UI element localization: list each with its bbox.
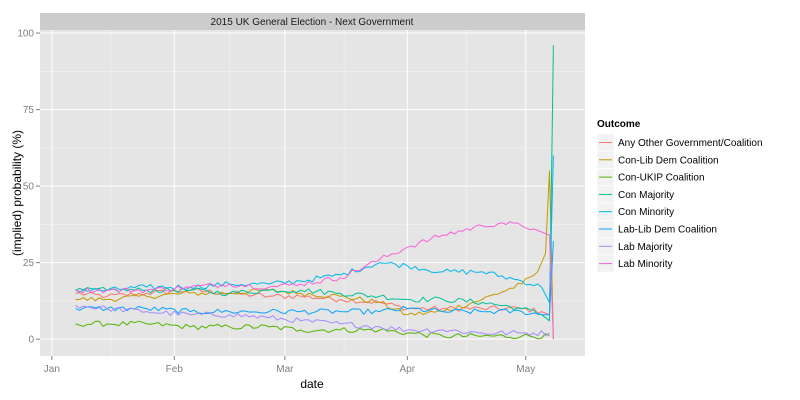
legend-title: Outcome [597,119,641,130]
y-axis: 0 25 50 75 100 [17,29,40,346]
series-line [75,241,554,316]
legend-label: Lab Majority [618,242,672,253]
major-gridlines [40,30,585,356]
y-tick-label: 75 [23,105,35,116]
series-line [75,287,550,316]
x-axis-title: date [300,377,324,391]
x-tick-label: Apr [400,364,416,375]
legend-label: Con-UKIP Coalition [618,173,705,184]
x-tick-label: Mar [276,364,294,375]
legend-label: Lab-Lib Dem Coalition [618,225,717,236]
x-axis: Jan Feb Mar Apr May [44,356,535,375]
title-strip [40,13,585,30]
x-tick-label: Feb [166,364,184,375]
legend: Outcome Any Other Government/Coalition Co… [596,119,763,273]
series-line [75,221,554,340]
plot-panel [40,30,585,356]
y-axis-title: (implied) probability (%) [10,130,24,256]
legend-label: Con Minority [618,207,674,218]
series-line [75,305,550,337]
x-tick-label: Jan [44,364,60,375]
y-tick-label: 100 [17,29,34,40]
legend-label: Any Other Government/Coalition [618,138,763,149]
legend-label: Con Majority [618,190,674,201]
series-lines [75,45,554,340]
x-tick-label: May [516,364,535,375]
y-tick-label: 50 [23,182,35,193]
legend-label: Lab Minority [618,259,672,270]
series-line [75,320,550,340]
legend-label: Con-Lib Dem Coalition [618,155,719,166]
y-tick-label: 25 [23,258,35,269]
y-tick-label: 0 [28,335,34,346]
chart-title: 2015 UK General Election - Next Governme… [211,17,414,28]
